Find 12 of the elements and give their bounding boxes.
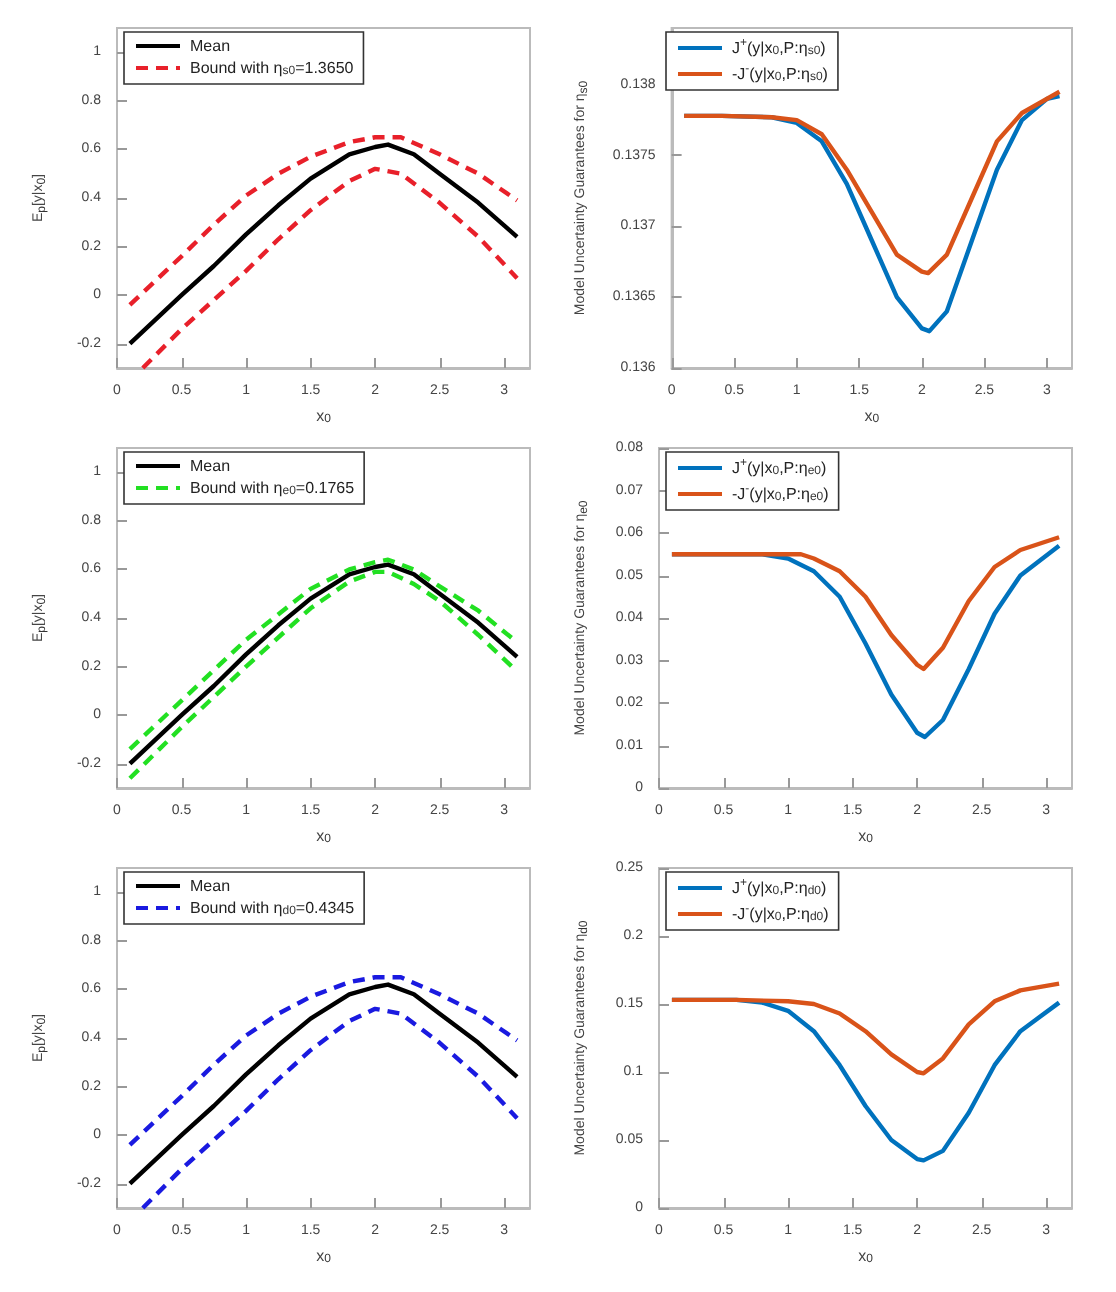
line-series [127, 975, 520, 1148]
legend-label: Mean [190, 457, 231, 475]
line-series [140, 1006, 520, 1211]
line-series [669, 981, 1062, 1076]
line-series [127, 142, 520, 346]
line-series [669, 535, 1062, 672]
line-series [140, 166, 520, 371]
line-series [127, 135, 520, 308]
line-series [127, 982, 520, 1186]
legend-label: Mean [190, 37, 231, 55]
line-series [681, 89, 1062, 276]
legend-label: Mean [190, 877, 231, 895]
